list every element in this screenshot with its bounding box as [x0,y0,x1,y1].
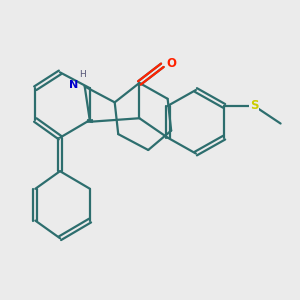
Text: N: N [69,80,78,90]
Text: O: O [167,57,177,70]
Text: H: H [80,70,86,79]
Text: S: S [250,99,258,112]
